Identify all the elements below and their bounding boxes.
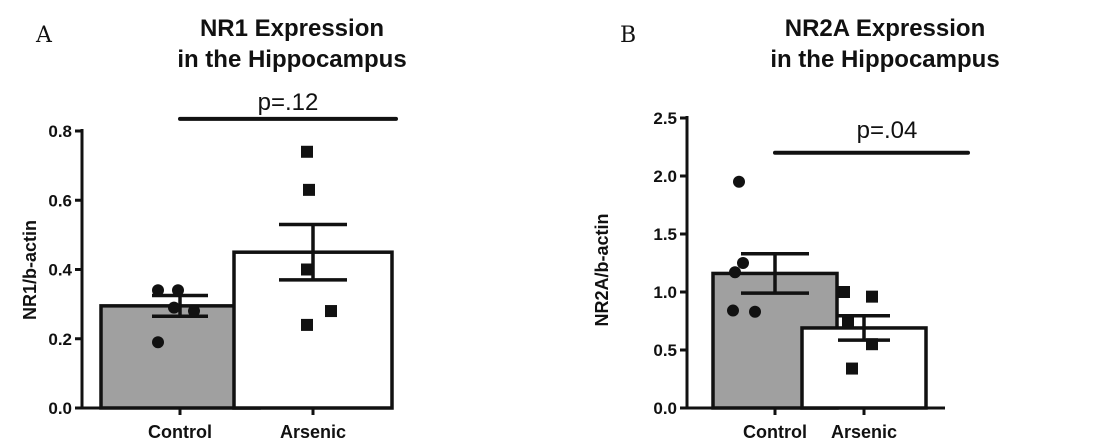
- p-value-label: p=.12: [258, 89, 319, 116]
- chart-title-line-1: NR2A Expression: [785, 15, 986, 42]
- x-tick-label: Arsenic: [831, 422, 897, 442]
- y-tick-label: 2.0: [653, 167, 677, 186]
- chart-title-line-2: in the Hippocampus: [770, 46, 999, 73]
- panel-letter: A: [35, 23, 53, 48]
- data-point: [152, 284, 164, 297]
- data-point: [152, 336, 164, 349]
- data-point: [842, 317, 854, 330]
- data-point: [301, 263, 313, 276]
- y-tick-label: 1.0: [653, 283, 677, 302]
- data-point: [838, 286, 850, 298]
- y-tick-label: 0.2: [48, 330, 72, 349]
- chart-title-line-1: NR1 Expression: [200, 15, 384, 42]
- data-point: [325, 305, 337, 318]
- chart-panel-b: B NR2A Expression in the Hippocampus NR2…: [550, 0, 1100, 448]
- p-value-label: p=.04: [857, 117, 918, 144]
- data-point: [303, 183, 315, 196]
- data-point: [168, 301, 180, 314]
- y-axis-label: NR2A/b-actin: [592, 213, 612, 326]
- y-tick-label: 0.0: [48, 399, 72, 418]
- chart-panel-a: A NR1 Expression in the Hippocampus NR1/…: [20, 15, 407, 442]
- panel-letter: B: [620, 23, 636, 48]
- data-point: [866, 338, 878, 351]
- x-tick-label: Control: [148, 422, 212, 442]
- y-tick-label: 0.5: [653, 341, 677, 360]
- x-tick-label: Arsenic: [280, 422, 346, 442]
- y-tick-label: 1.5: [653, 225, 677, 244]
- data-point: [172, 284, 184, 297]
- data-point: [301, 318, 313, 331]
- data-point: [188, 305, 200, 318]
- data-point: [729, 266, 741, 279]
- data-point: [727, 304, 739, 317]
- y-tick-label: 0.4: [48, 261, 72, 280]
- chart-title-line-2: in the Hippocampus: [177, 46, 406, 73]
- y-tick-label: 0.8: [48, 122, 72, 141]
- nr1-chart-svg: A NR1 Expression in the Hippocampus NR1/…: [20, 15, 407, 442]
- y-tick-label: 2.5: [653, 109, 677, 128]
- data-point: [846, 362, 858, 375]
- y-tick-label: 0.6: [48, 191, 72, 210]
- data-point: [733, 175, 745, 188]
- y-tick-label: 0.0: [653, 399, 677, 418]
- y-axis-label: NR1/b-actin: [20, 220, 40, 320]
- x-tick-label: Control: [743, 422, 807, 442]
- nr2a-chart-svg: B NR2A Expression in the Hippocampus NR2…: [592, 15, 1000, 442]
- data-point: [301, 145, 313, 158]
- data-point: [737, 257, 749, 269]
- data-point: [866, 290, 878, 303]
- data-point: [749, 305, 761, 318]
